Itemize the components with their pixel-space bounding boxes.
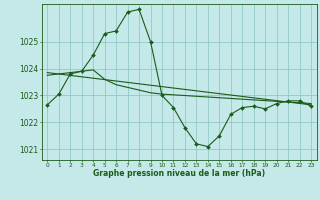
X-axis label: Graphe pression niveau de la mer (hPa): Graphe pression niveau de la mer (hPa) [93,169,265,178]
